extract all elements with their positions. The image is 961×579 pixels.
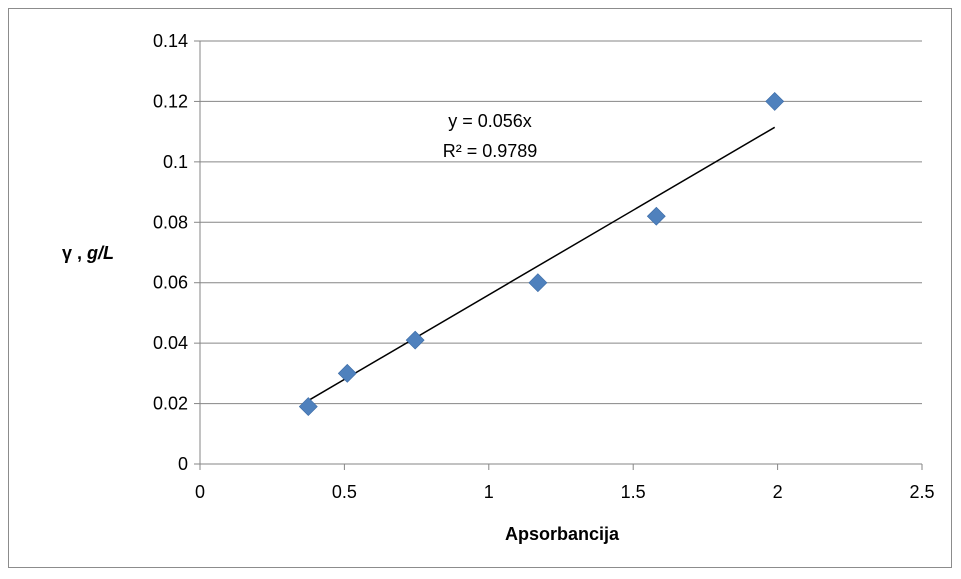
trendline-equation: y = 0.056x [448,111,532,131]
y-tick-label: 0.02 [153,394,188,414]
data-point [298,397,318,417]
y-tick-labels: 0 0.02 0.04 0.06 0.08 0.1 0.12 0.14 [153,31,188,474]
x-tick-label: 2.5 [909,482,934,502]
trendline-group [307,126,776,402]
x-tick-label: 2 [773,482,783,502]
data-point [646,206,666,226]
y-tick-label: 0.12 [153,91,188,111]
r-squared-label: R² = 0.9789 [443,141,538,161]
x-tick-label: 1.5 [621,482,646,502]
x-tick-labels: 0 0.5 1 1.5 2 2.5 [195,482,935,502]
data-point [405,330,425,350]
trendline [307,126,776,402]
y-tick-label: 0.04 [153,333,188,353]
x-tick-label: 0 [195,482,205,502]
x-tick-label: 1 [484,482,494,502]
y-tick-label: 0.08 [153,212,188,232]
y-tick-label: 0.06 [153,273,188,293]
y-tick-label: 0.14 [153,31,188,51]
data-points [298,92,785,417]
gridlines [200,40,922,405]
y-axis-symbol: γ [62,243,72,263]
data-point [337,363,357,383]
axes [194,40,923,470]
y-axis-separator: , [72,243,87,263]
y-axis-unit: g/L [86,243,114,263]
data-point [528,273,548,293]
y-tick-label: 0.1 [163,152,188,172]
x-axis-title: Apsorbancija [505,524,620,544]
data-point [765,92,785,111]
y-axis-title: γ , g/L [62,243,114,263]
x-tick-label: 0.5 [332,482,357,502]
y-tick-label: 0 [178,454,188,474]
